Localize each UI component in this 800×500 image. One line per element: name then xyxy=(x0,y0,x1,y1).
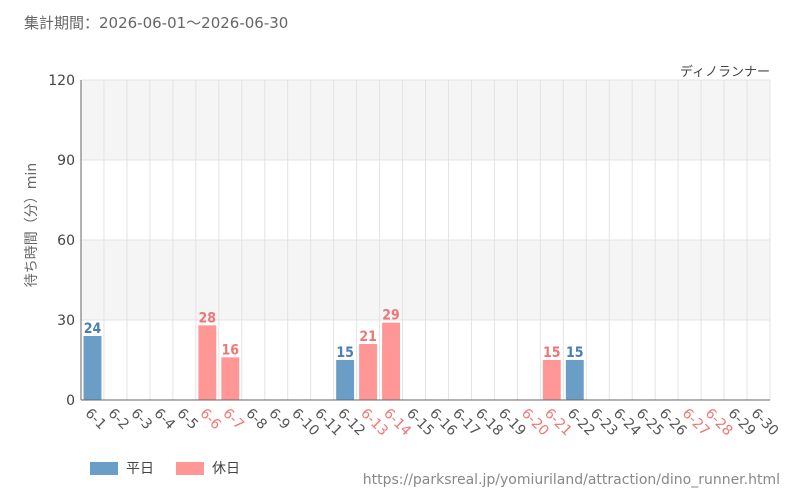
bar-value-label: 16 xyxy=(222,342,240,358)
y-tick-label: 120 xyxy=(48,73,75,89)
legend-swatch-holiday xyxy=(176,461,204,475)
period-label: 集計期間：2026-06-01～2026-06-30 xyxy=(24,14,289,32)
attraction-name: ディノランナー xyxy=(679,65,770,80)
y-axis-label: 待ち時間（分）min xyxy=(24,163,40,287)
legend-item-weekday[interactable]: 平日 xyxy=(90,458,154,478)
y-tick-label: 60 xyxy=(57,233,75,249)
source-url-link[interactable]: https://parksreal.jp/yomiuriland/attract… xyxy=(362,472,780,488)
bar-value-label: 15 xyxy=(566,345,584,361)
bar-value-label: 24 xyxy=(84,321,102,337)
legend-item-holiday[interactable]: 休日 xyxy=(176,458,240,478)
bar-6-22 xyxy=(565,360,584,400)
x-tick-label: 6-8 xyxy=(242,406,269,433)
x-tick-label: 6-5 xyxy=(174,406,201,433)
bar-value-label: 21 xyxy=(359,329,377,345)
legend-swatch-weekday xyxy=(90,461,118,475)
legend: 平日 休日 xyxy=(90,458,240,478)
bar-6-12 xyxy=(336,360,355,400)
y-tick-label: 0 xyxy=(66,393,75,409)
x-tick-label: 6-6 xyxy=(196,406,224,434)
y-tick-label: 90 xyxy=(57,153,75,169)
bar-6-6 xyxy=(198,325,217,400)
bar-6-13 xyxy=(359,344,378,400)
x-tick-label: 6-2 xyxy=(105,406,132,433)
bar-6-14 xyxy=(382,322,401,400)
bar-6-21 xyxy=(542,360,561,400)
bar-value-label: 15 xyxy=(336,345,354,361)
x-tick-label: 6-4 xyxy=(151,406,179,434)
bar-value-label: 15 xyxy=(543,345,561,361)
legend-label-weekday: 平日 xyxy=(126,461,154,477)
x-tick-label: 6-3 xyxy=(128,406,155,433)
bar-6-7 xyxy=(221,357,240,400)
bar-6-1 xyxy=(83,336,102,400)
bar-value-label: 28 xyxy=(199,310,217,326)
legend-label-holiday: 休日 xyxy=(212,461,240,477)
bar-value-label: 29 xyxy=(382,308,400,324)
x-tick-label: 6-1 xyxy=(82,406,109,433)
x-tick-label: 6-7 xyxy=(219,406,246,433)
x-tick-label: 6-9 xyxy=(265,406,292,433)
y-tick-label: 30 xyxy=(57,313,75,329)
